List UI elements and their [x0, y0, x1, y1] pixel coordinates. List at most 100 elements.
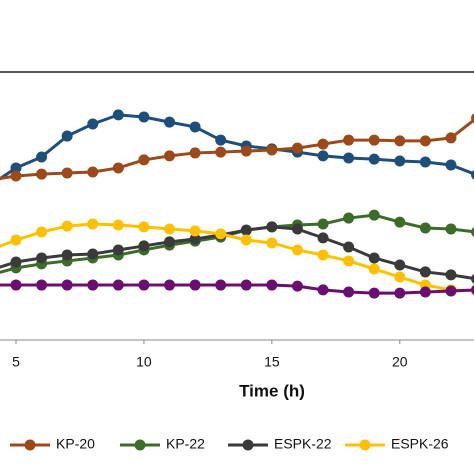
point	[291, 244, 303, 256]
point	[36, 151, 48, 163]
point	[317, 232, 329, 244]
point	[10, 256, 22, 268]
point	[266, 237, 278, 249]
point	[343, 255, 355, 267]
point	[445, 132, 457, 144]
point	[368, 252, 380, 264]
point	[394, 216, 406, 228]
plot-area	[0, 109, 474, 299]
point	[368, 209, 380, 221]
point	[87, 248, 99, 260]
point	[419, 222, 431, 234]
point	[10, 234, 22, 246]
point	[419, 266, 431, 278]
point	[189, 121, 201, 133]
point	[112, 109, 124, 121]
point	[471, 227, 474, 237]
point	[36, 252, 48, 264]
point	[445, 269, 457, 281]
point	[164, 116, 176, 128]
point	[317, 284, 329, 296]
point	[368, 263, 380, 275]
legend-marker	[242, 439, 254, 451]
point	[87, 166, 99, 178]
legend-marker	[359, 439, 371, 451]
point	[343, 152, 355, 164]
point	[471, 274, 474, 284]
point	[10, 279, 22, 291]
point	[317, 150, 329, 162]
point	[164, 236, 176, 248]
point	[419, 286, 431, 298]
x-tick-label: 15	[264, 354, 280, 370]
point	[394, 259, 406, 271]
point	[240, 145, 252, 157]
point	[471, 113, 474, 123]
point	[87, 118, 99, 130]
point	[394, 135, 406, 147]
point	[61, 249, 73, 261]
legend-label: ESPK-26	[391, 436, 449, 452]
point	[240, 234, 252, 246]
point	[215, 134, 227, 146]
point	[317, 218, 329, 230]
point	[112, 162, 124, 174]
point	[164, 279, 176, 291]
point	[343, 212, 355, 224]
point	[471, 170, 474, 180]
point	[317, 249, 329, 261]
point	[87, 279, 99, 291]
point	[240, 279, 252, 291]
point	[266, 144, 278, 156]
point	[291, 280, 303, 292]
point	[10, 162, 22, 174]
x-axis-label: Time (h)	[239, 381, 305, 400]
legend-marker	[24, 439, 36, 451]
point	[138, 111, 150, 123]
point	[87, 218, 99, 230]
point	[36, 168, 48, 180]
point	[10, 170, 22, 182]
x-tick-label: 10	[136, 354, 152, 370]
point	[368, 153, 380, 165]
point	[419, 135, 431, 147]
point	[138, 279, 150, 291]
legend-label: ESPK-22	[274, 436, 332, 452]
point	[61, 167, 73, 179]
point	[189, 233, 201, 245]
point	[112, 279, 124, 291]
point	[394, 155, 406, 167]
point	[112, 219, 124, 231]
point	[445, 285, 457, 297]
point	[419, 156, 431, 168]
point	[266, 279, 278, 291]
point	[112, 244, 124, 256]
point	[138, 240, 150, 252]
x-tick-label: 5	[12, 354, 20, 370]
point	[291, 223, 303, 235]
point	[394, 287, 406, 299]
point	[445, 159, 457, 171]
point	[61, 220, 73, 232]
point	[164, 150, 176, 162]
point	[266, 221, 278, 233]
point	[343, 134, 355, 146]
point	[343, 241, 355, 253]
point	[215, 146, 227, 158]
point	[394, 271, 406, 283]
point	[36, 226, 48, 238]
point	[61, 130, 73, 142]
point	[61, 279, 73, 291]
point	[36, 279, 48, 291]
point	[164, 223, 176, 235]
x-tick-label: 20	[392, 354, 408, 370]
point	[138, 154, 150, 166]
point	[368, 134, 380, 146]
point	[189, 279, 201, 291]
point	[215, 228, 227, 240]
point	[138, 221, 150, 233]
legend-label: KP-20	[56, 436, 95, 452]
point	[368, 287, 380, 299]
point	[291, 142, 303, 154]
